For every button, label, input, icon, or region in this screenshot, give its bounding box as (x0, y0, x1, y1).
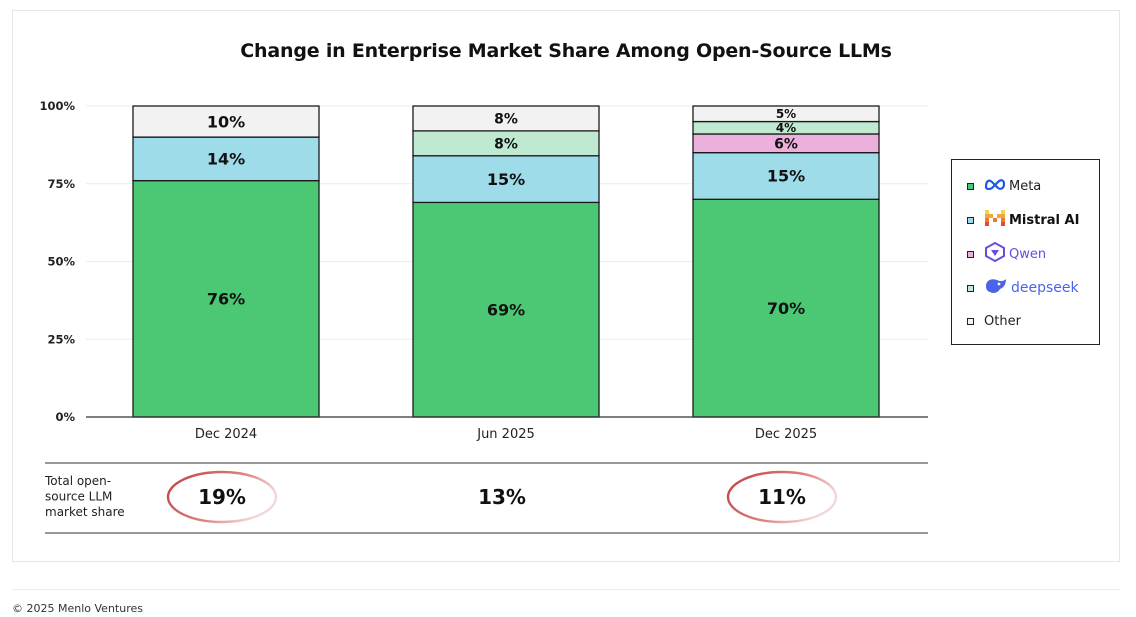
legend-swatch-deepseek (967, 284, 974, 292)
bar-data-label: 14% (207, 150, 245, 169)
bar-data-label: 8% (494, 136, 518, 152)
y-tick-label: 50% (47, 255, 75, 269)
legend-swatch-other (967, 317, 974, 325)
bar-data-label: 4% (776, 121, 796, 135)
legend-item-qwen: Qwen (967, 241, 1047, 266)
bar-data-label: 15% (767, 167, 805, 186)
highlight-circle (166, 470, 278, 524)
bar-data-label: 6% (774, 136, 798, 152)
x-tick-label: Dec 2025 (755, 427, 817, 442)
bar-segment (412, 105, 600, 132)
bar-segment (132, 105, 320, 138)
legend-item-mistral: Mistral AI (967, 210, 1079, 230)
bar-data-label: 69% (487, 300, 525, 319)
bar-data-label: 8% (494, 111, 518, 127)
footer-divider (12, 589, 1120, 590)
bar-data-label: 5% (776, 107, 796, 121)
legend-label-qwen: Qwen (1009, 246, 1047, 262)
footer-label-line: Total open- (44, 474, 111, 488)
legend-item-meta: Meta (967, 176, 1041, 196)
y-tick-label: 0% (55, 410, 75, 424)
bar-segment (692, 105, 880, 123)
legend-label-deepseek: deepseek (1011, 280, 1079, 296)
bar-segment (412, 201, 600, 418)
bar-segment (132, 136, 320, 182)
legend-label-mistral: Mistral AI (1009, 212, 1080, 228)
bar-segment (412, 155, 600, 204)
legend-label-meta: Meta (1009, 178, 1042, 194)
footer-share-value: 13% (478, 485, 526, 509)
footer-share-value: 11% (758, 485, 806, 509)
footer-share-value: 19% (198, 485, 246, 509)
legend-item-deepseek: deepseek (967, 278, 1079, 298)
bar-segment (692, 198, 880, 418)
legend-swatch-mistral (967, 216, 974, 224)
bar-segment (412, 130, 600, 157)
bar-data-label: 70% (767, 299, 805, 318)
bar-segment (692, 151, 880, 200)
mistral-logo-icon (984, 209, 1006, 231)
qwen-logo-icon (984, 241, 1006, 266)
bar-data-label: 15% (487, 170, 525, 189)
bar-data-label: 10% (207, 112, 245, 131)
highlight-circle (726, 470, 838, 524)
bar-data-label: 76% (207, 290, 245, 309)
bar-segment (132, 179, 320, 418)
legend-item-other: Other (967, 311, 1021, 331)
legend-swatch-qwen (967, 250, 974, 258)
y-tick-label: 100% (39, 99, 75, 113)
legend-swatch-meta (967, 182, 974, 190)
meta-logo-icon (984, 178, 1006, 194)
legend-label-other: Other (984, 313, 1021, 329)
y-tick-label: 25% (47, 332, 75, 346)
deepseek-logo-icon (984, 277, 1008, 299)
x-tick-label: Jun 2025 (476, 427, 535, 442)
chart-legend: Meta Mistral AI Qwen deepseek Other (951, 159, 1100, 345)
y-tick-label: 75% (47, 177, 75, 191)
chart-title: Change in Enterprise Market Share Among … (240, 40, 892, 62)
footer-label-line: source LLM (45, 490, 112, 504)
copyright-text: © 2025 Menlo Ventures (12, 602, 143, 615)
footer-label-line: market share (45, 505, 125, 519)
x-tick-label: Dec 2024 (195, 427, 257, 442)
